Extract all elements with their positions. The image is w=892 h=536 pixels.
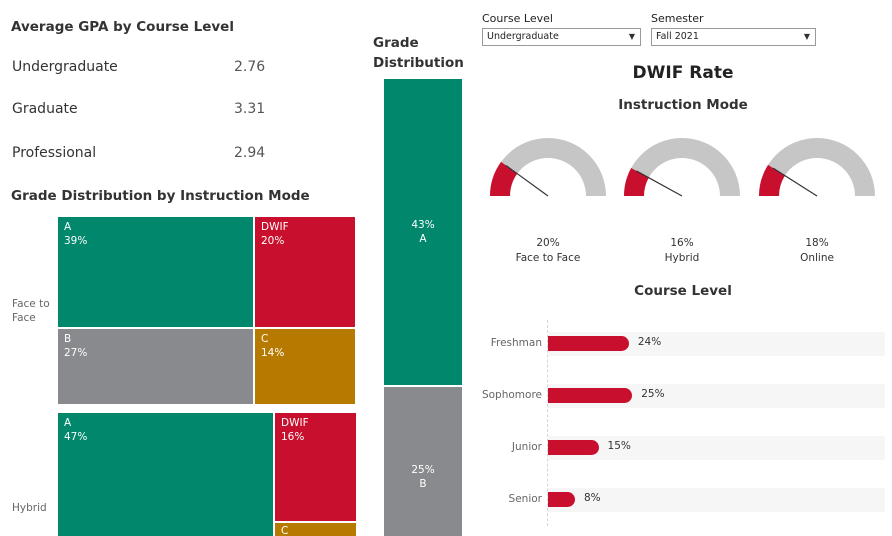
tile-grade: A: [64, 417, 72, 429]
gauge-label-face-to-face: 20% Face to Face: [493, 236, 603, 266]
segment-pct: 43%: [411, 219, 435, 231]
tile-hybrid-c[interactable]: C: [275, 523, 356, 536]
gpa-title: Average GPA by Course Level: [11, 19, 234, 35]
row-label-face-to-face: Face to Face: [12, 297, 50, 325]
course-level-select-value: Undergraduate: [487, 31, 559, 42]
semester-filter-label: Semester: [651, 12, 704, 25]
row-label-face-line1: Face to: [12, 298, 50, 310]
bar-background: [548, 384, 885, 408]
gauge-mode: Hybrid: [664, 252, 700, 264]
tile-grade: C: [281, 525, 289, 536]
segment-grade: A: [419, 233, 427, 245]
tile-face-c[interactable]: C 14%: [255, 329, 355, 404]
grade-dist-title-line2: Distribution: [373, 55, 464, 71]
tile-pct: 20%: [261, 235, 285, 247]
row-label-hybrid: Hybrid: [12, 502, 47, 514]
bar-value-label: 25%: [641, 388, 665, 400]
gpa-value-undergraduate[interactable]: 2.76: [234, 59, 266, 75]
gauge-track: [759, 138, 875, 196]
grade-dist-segment-a[interactable]: [384, 79, 462, 385]
bar-value-label: 24%: [637, 336, 662, 348]
course-level-bar[interactable]: [548, 388, 633, 403]
grade-dist-title: Grade Distribution: [373, 33, 464, 73]
course-level-bar[interactable]: [548, 440, 599, 455]
tile-face-b[interactable]: B 27%: [58, 329, 253, 404]
course-level-bar[interactable]: [548, 492, 575, 507]
semester-select-value: Fall 2021: [656, 31, 699, 42]
bar-background: [548, 436, 885, 460]
gauge-track: [490, 138, 606, 196]
gauge-label-hybrid: 16% Hybrid: [627, 236, 737, 266]
bar-category-label: Freshman: [490, 337, 542, 349]
row-label-face-line2: Face: [12, 312, 36, 324]
gpa-value-graduate[interactable]: 3.31: [234, 101, 266, 117]
tile-pct: 27%: [64, 347, 88, 359]
chevron-down-icon: ▼: [628, 32, 635, 41]
tile-hybrid-a[interactable]: A 47%: [58, 413, 273, 536]
course-level-filter-label: Course Level: [482, 12, 553, 25]
bar-background: [548, 488, 885, 512]
gauge-fill[interactable]: [490, 161, 518, 196]
gauge-fill[interactable]: [624, 168, 649, 196]
bar-value-label: 15%: [607, 440, 631, 452]
grade-dist-label-b: 25% B: [384, 463, 462, 491]
grade-dist-title-line1: Grade: [373, 35, 419, 51]
tile-face-dwif[interactable]: DWIF 20%: [255, 217, 355, 327]
gauge-pct: 16%: [670, 237, 694, 249]
tile-pct: 16%: [281, 431, 305, 443]
segment-pct: 25%: [411, 464, 435, 476]
gpa-label-undergraduate[interactable]: Undergraduate: [12, 59, 118, 75]
gauge-mode: Online: [800, 252, 834, 264]
course-level-bar[interactable]: [548, 336, 629, 351]
bar-category-label: Junior: [511, 441, 542, 453]
tile-face-a[interactable]: A 39%: [58, 217, 253, 327]
gauge-mode: Face to Face: [515, 252, 581, 264]
tile-pct: 39%: [64, 235, 88, 247]
gauge-label-online: 18% Online: [762, 236, 872, 266]
semester-select[interactable]: Fall 2021 ▼: [651, 28, 816, 46]
tile-hybrid-dwif[interactable]: DWIF 16%: [275, 413, 356, 521]
bar-background: [548, 332, 885, 356]
tile-pct: 47%: [64, 431, 88, 443]
gauge-needle: [636, 170, 683, 197]
tile-grade: A: [64, 221, 72, 233]
chevron-down-icon: ▼: [803, 32, 810, 41]
instruction-mode-title: Instruction Mode: [618, 97, 748, 113]
gauge-needle: [505, 164, 549, 197]
gpa-label-graduate[interactable]: Graduate: [12, 101, 78, 117]
gauge-needle: [772, 167, 818, 197]
gauge-track: [624, 138, 740, 196]
tile-pct: 14%: [261, 347, 285, 359]
tile-grade: C: [261, 333, 269, 345]
gauges-svg: [490, 138, 875, 197]
bar-category-label: Sophomore: [481, 389, 542, 401]
tile-grade: DWIF: [261, 221, 289, 233]
tile-grade: B: [64, 333, 72, 345]
dwif-title: DWIF Rate: [632, 63, 734, 83]
mode-dist-title: Grade Distribution by Instruction Mode: [11, 188, 310, 204]
bar-axis-line: [547, 320, 548, 526]
gauge-pct: 18%: [805, 237, 829, 249]
course-level-chart-title: Course Level: [634, 283, 732, 299]
gauge-pct: 20%: [536, 237, 560, 249]
gpa-value-professional[interactable]: 2.94: [234, 145, 266, 161]
bar-value-label: 8%: [583, 492, 601, 504]
gauge-fill[interactable]: [759, 164, 785, 196]
segment-grade: B: [419, 478, 427, 490]
grade-dist-segment-b[interactable]: [384, 387, 462, 536]
course-level-select[interactable]: Undergraduate ▼: [482, 28, 641, 46]
tile-grade: DWIF: [281, 417, 309, 429]
grade-dist-label-a: 43% A: [384, 218, 462, 246]
bar-category-label: Senior: [508, 493, 542, 505]
gpa-label-professional[interactable]: Professional: [12, 145, 97, 161]
